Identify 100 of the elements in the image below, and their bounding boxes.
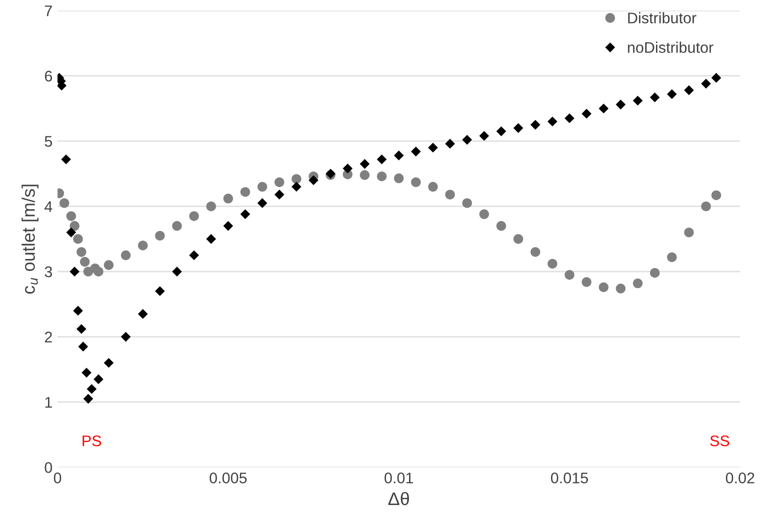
y-tick-label: 6	[44, 70, 52, 82]
point	[61, 154, 71, 164]
point	[428, 142, 438, 153]
point	[274, 177, 284, 188]
point	[80, 256, 90, 267]
point	[206, 234, 216, 244]
point	[711, 190, 722, 200]
point	[428, 182, 438, 192]
point	[172, 221, 182, 231]
y-tick-label: 5	[44, 136, 52, 147]
point	[94, 266, 104, 276]
point	[684, 85, 694, 96]
point	[360, 170, 370, 180]
point	[292, 182, 302, 192]
point	[530, 247, 540, 257]
point	[360, 159, 370, 169]
point	[701, 78, 711, 89]
point	[496, 221, 506, 231]
legend-label: noDistributor	[628, 42, 714, 53]
point	[564, 113, 574, 124]
point	[86, 384, 97, 394]
point	[257, 198, 268, 208]
point	[223, 220, 234, 231]
point	[70, 266, 80, 276]
point	[616, 284, 626, 294]
point	[616, 100, 626, 110]
point	[684, 228, 694, 238]
point	[274, 190, 284, 200]
point	[292, 174, 302, 184]
y-tick-label: 1	[45, 397, 52, 408]
point	[138, 240, 148, 250]
point	[73, 234, 83, 244]
x-tick-label: 0.02	[726, 472, 754, 484]
point	[445, 190, 455, 200]
x-axis-title: Δθ	[388, 492, 409, 506]
point	[410, 146, 421, 156]
point	[701, 201, 711, 212]
point	[78, 342, 88, 352]
point	[66, 228, 76, 238]
point	[513, 234, 524, 244]
point	[376, 171, 387, 182]
point	[462, 198, 472, 208]
point	[479, 209, 490, 220]
point	[496, 126, 506, 136]
point	[582, 277, 592, 287]
point	[394, 173, 404, 184]
y-tick-label: 0	[44, 462, 52, 473]
point	[479, 130, 490, 141]
point	[666, 89, 677, 100]
point	[120, 250, 131, 260]
y-axis-title: c$_{u}$ outlet [m/s]	[22, 184, 38, 294]
point	[308, 175, 318, 186]
y-tick-label: 2	[44, 332, 52, 342]
point	[104, 260, 114, 270]
point	[632, 96, 643, 106]
point	[82, 368, 92, 378]
point	[598, 104, 609, 114]
point	[240, 209, 250, 220]
point	[342, 164, 353, 174]
annotation: SS	[710, 435, 730, 446]
point	[189, 211, 199, 221]
point	[257, 182, 268, 192]
point	[564, 270, 574, 280]
y-tick-label: 4	[44, 201, 52, 212]
x-tick-label: 0.005	[210, 472, 247, 484]
annotation: PS	[82, 435, 102, 446]
point	[376, 154, 387, 164]
point	[530, 120, 540, 130]
point	[155, 286, 165, 296]
x-tick-label: 0.015	[550, 472, 588, 484]
point	[650, 92, 660, 102]
point	[172, 266, 182, 276]
point	[76, 324, 86, 334]
point	[70, 221, 80, 231]
point	[462, 134, 472, 145]
point	[632, 278, 643, 288]
point	[155, 230, 165, 241]
x-tick-label: 0.01	[384, 472, 413, 484]
point	[66, 211, 76, 221]
point	[240, 187, 250, 197]
point	[73, 306, 83, 316]
point	[206, 201, 216, 212]
point	[711, 72, 722, 83]
y-tick-label: 7	[44, 6, 52, 16]
x-tick-label: 0	[54, 472, 62, 484]
point	[650, 268, 660, 278]
legend-label: Distributor	[628, 12, 696, 24]
point	[445, 138, 455, 149]
point	[76, 247, 86, 257]
point	[223, 194, 234, 204]
point	[59, 198, 70, 208]
point	[394, 150, 404, 160]
point	[83, 394, 94, 404]
point	[548, 258, 558, 269]
point	[94, 374, 104, 384]
point	[582, 108, 592, 119]
point	[667, 252, 677, 262]
y-tick-label: 3	[44, 266, 52, 278]
point	[411, 177, 421, 188]
point	[120, 332, 131, 342]
